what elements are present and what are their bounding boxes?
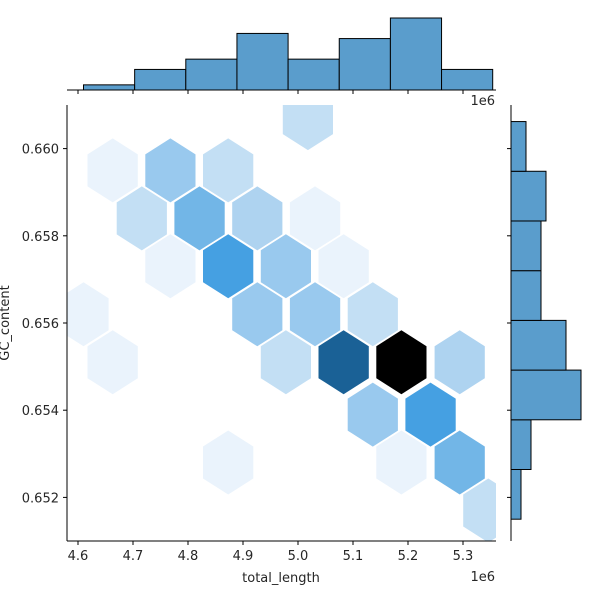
- hexbin-cell: [116, 186, 167, 251]
- x-tick-label: 5.0: [288, 549, 309, 564]
- hexbin-cell: [434, 430, 485, 495]
- x-tick-label: 4.9: [233, 549, 254, 564]
- hexbin-cell: [289, 186, 341, 251]
- hexbin-cell: [376, 430, 427, 495]
- y-tick-label: 0.654: [22, 404, 59, 419]
- hexbin-cell: [318, 234, 369, 299]
- hexbin-cell: [463, 478, 496, 541]
- x-tick-label: 4.7: [123, 549, 144, 564]
- hexbin-cell: [87, 138, 138, 203]
- y-tick-label: 0.660: [22, 143, 59, 158]
- axes-layer: 4.6 4.7 4.8 4.9 5.0 5.1 5.2 5.3 0.652 0.654 0.656 0…: [22, 105, 496, 564]
- x-marginal-bar: [441, 68, 494, 91]
- y-marginal-bar: [510, 220, 542, 272]
- x-marginal-bar: [134, 68, 187, 91]
- x-tick-label: 4.8: [178, 549, 199, 564]
- hexbin-cell: [67, 282, 109, 347]
- x-offset-label: 1e6: [470, 570, 495, 585]
- hexbin-cell: [203, 138, 254, 203]
- x-marginal-offset-label: 1e6: [470, 94, 495, 109]
- x-marginal-bar: [389, 17, 443, 91]
- hexbin-cell: [203, 430, 254, 495]
- y-tick-label: 0.658: [22, 230, 59, 245]
- hexbin-cell: [232, 186, 283, 251]
- hexbin-cell: [203, 234, 254, 299]
- x-tick-label: 5.3: [453, 549, 474, 564]
- y-marginal-bar: [510, 468, 522, 520]
- x-tick-label: 5.2: [398, 549, 419, 564]
- hexbin-cell: [347, 282, 398, 347]
- y-marginal-bar: [510, 121, 527, 172]
- x-tick-label: 4.6: [68, 549, 89, 564]
- hexbin-cell: [87, 330, 138, 395]
- y-marginal-histogram: [507, 105, 582, 541]
- x-marginal-bar: [185, 58, 238, 91]
- hexbin-cell: [282, 105, 333, 151]
- y-marginal-bar: [510, 369, 582, 421]
- x-marginal-histogram: [67, 17, 496, 94]
- hexbin-cell: [174, 186, 225, 251]
- hexbin-cell: [376, 330, 427, 395]
- x-marginal-bar: [287, 58, 340, 91]
- hexbin-cell: [145, 234, 196, 299]
- hexbin-cell: [405, 382, 456, 447]
- y-tick-label: 0.652: [22, 491, 59, 506]
- hexbin-cell: [232, 282, 283, 347]
- hexbin-cell: [145, 138, 196, 203]
- hexbin-cell: [434, 330, 485, 395]
- x-axis-label: total_length: [242, 571, 320, 586]
- hexbin-layer: [67, 105, 496, 541]
- x-marginal-bar: [338, 38, 391, 91]
- y-marginal-bar: [510, 170, 547, 222]
- x-marginal-bar: [236, 32, 289, 91]
- hexbin-cell: [260, 330, 311, 395]
- y-marginal-bar: [510, 319, 567, 371]
- y-axis-label: GC_content: [0, 285, 13, 360]
- hexbin-cell: [289, 282, 341, 347]
- x-marginal-bar: [83, 84, 136, 91]
- hexbin-cell: [347, 382, 398, 447]
- x-tick-label: 5.1: [343, 549, 364, 564]
- y-tick-label: 0.656: [22, 317, 59, 332]
- hexbin-cell: [318, 330, 369, 395]
- y-marginal-bar: [510, 419, 532, 470]
- y-marginal-bar: [510, 270, 542, 321]
- hexbin-cell: [260, 234, 311, 299]
